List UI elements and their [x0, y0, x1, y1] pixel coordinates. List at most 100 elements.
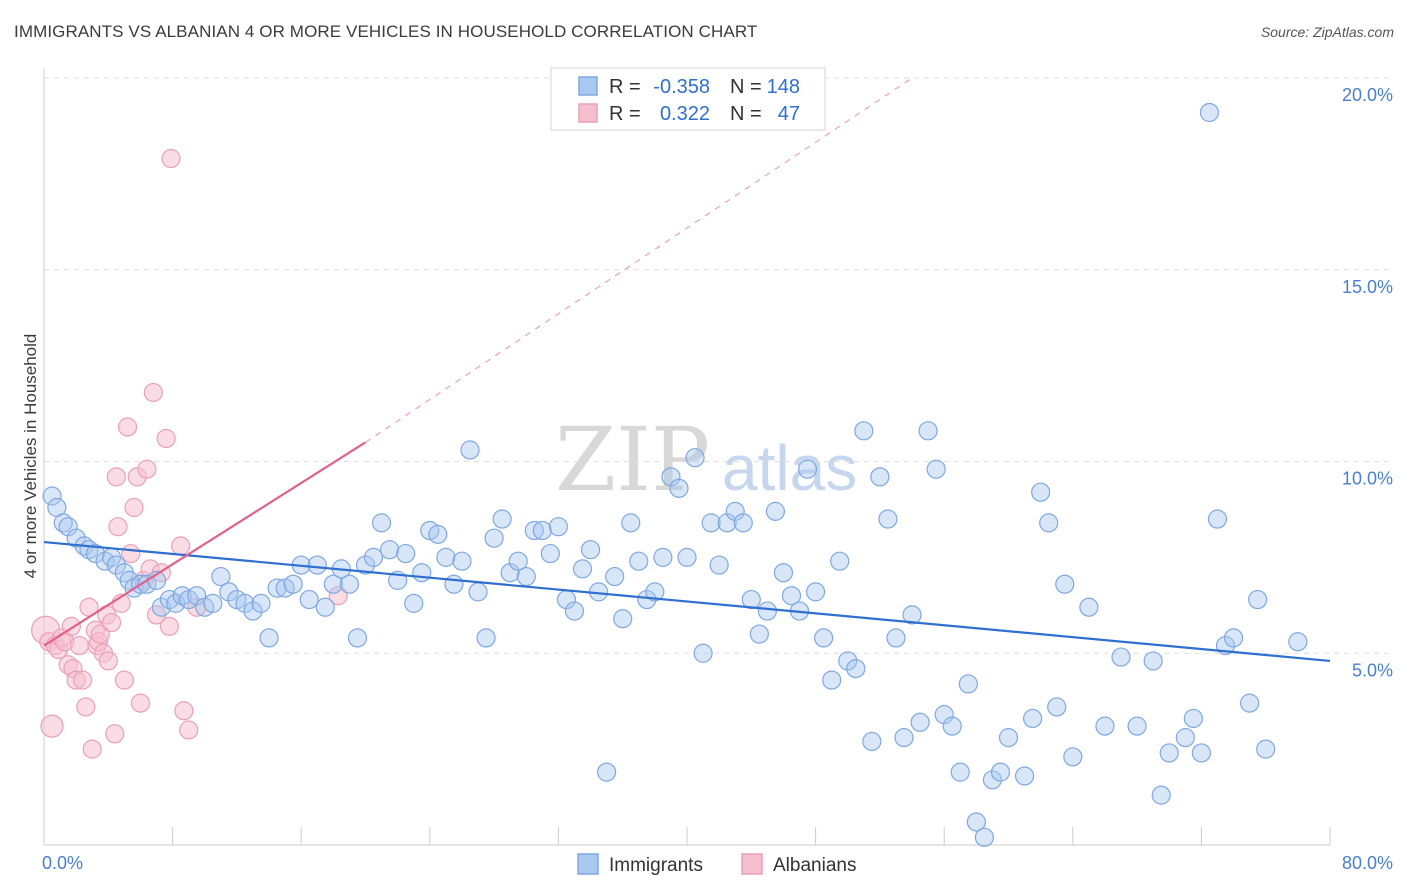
immigrants-point — [701, 513, 721, 533]
immigrants-point — [524, 520, 544, 541]
immigrants-point — [235, 593, 255, 613]
immigrants-point — [1151, 785, 1171, 805]
immigrants-point — [363, 547, 384, 567]
immigrants-point — [540, 543, 560, 564]
immigrants-point — [797, 459, 818, 479]
albanians-point — [124, 497, 144, 518]
legend-swatch-albanians — [578, 103, 598, 123]
watermark-atlas: atlas — [722, 432, 857, 504]
immigrants-point — [1095, 716, 1115, 736]
immigrants-point — [1256, 739, 1276, 759]
immigrants-point — [452, 551, 472, 571]
immigrants-point — [444, 574, 464, 594]
immigrants-point — [1055, 574, 1075, 594]
immigrants-points — [42, 102, 1308, 847]
immigrants-point — [846, 658, 866, 679]
immigrants-point — [781, 586, 802, 606]
immigrants-point — [749, 624, 769, 644]
immigrants-point — [677, 547, 697, 567]
albanians-trend-extension — [365, 77, 913, 443]
albanians-point — [187, 597, 207, 617]
albanians-point — [114, 670, 134, 690]
immigrants-point — [516, 566, 536, 587]
immigrants-point — [347, 628, 368, 648]
immigrants-point — [151, 597, 171, 617]
immigrants-point — [1248, 589, 1268, 610]
x-tick-label-max: 80.0% — [1342, 853, 1393, 873]
immigrants-point — [283, 574, 303, 594]
immigrants-point — [974, 827, 994, 847]
y-tick-label: 15.0% — [1342, 277, 1393, 297]
immigrants-point — [203, 593, 223, 613]
chart-title: IMMIGRANTS VS ALBANIAN 4 OR MORE VEHICLE… — [14, 22, 758, 41]
y-tick-label: 10.0% — [1342, 469, 1393, 489]
immigrants-point — [1047, 697, 1067, 717]
albanians-point — [106, 467, 126, 487]
albanians-point — [90, 624, 110, 644]
immigrants-point — [492, 509, 512, 529]
immigrants-point — [926, 459, 946, 479]
immigrants-point — [251, 593, 271, 613]
immigrants-point — [1199, 102, 1220, 123]
albanians-point — [72, 670, 93, 690]
immigrants-point — [267, 578, 287, 598]
immigrants-point — [741, 589, 761, 610]
immigrants-point — [58, 517, 78, 537]
albanians-point — [82, 739, 102, 759]
immigrants-point — [757, 601, 777, 621]
immigrants-point — [709, 555, 729, 575]
albanians-point — [101, 612, 122, 633]
immigrants-point — [894, 728, 914, 748]
immigrants-point — [532, 520, 552, 541]
legend-n-value-albanians: 47 — [778, 103, 800, 125]
correlation-legend: R = -0.358 N = 148 R = 0.322 N = 47 — [550, 67, 826, 131]
immigrants-point — [838, 651, 858, 671]
immigrants-point — [339, 574, 360, 594]
immigrants-point — [886, 628, 906, 648]
immigrants-point — [982, 770, 1003, 790]
immigrants-point — [323, 574, 343, 594]
immigrants-point — [355, 555, 376, 575]
trend-lines — [43, 77, 1331, 663]
albanians-point — [121, 543, 141, 564]
immigrants-point — [380, 540, 400, 560]
immigrants-point — [725, 501, 745, 521]
immigrants-point — [830, 551, 850, 571]
immigrants-point — [428, 524, 448, 544]
immigrants-point — [1031, 482, 1051, 502]
albanians-point — [328, 586, 348, 606]
immigrants-point — [1191, 743, 1212, 763]
albanians-point — [130, 693, 151, 713]
immigrants-point — [187, 586, 207, 606]
legend-swatch-immigrants — [578, 76, 598, 96]
legend-n-value-immigrants: 148 — [767, 76, 800, 98]
immigrants-point — [1175, 728, 1195, 748]
y-tick-label: 20.0% — [1342, 85, 1393, 105]
immigrants-point — [299, 589, 319, 610]
immigrants-point — [685, 448, 705, 468]
immigrants-point — [1159, 743, 1179, 763]
immigrants-point — [85, 543, 106, 564]
immigrants-point — [106, 555, 126, 575]
albanians-point — [105, 724, 125, 744]
immigrants-point — [564, 601, 585, 621]
legend-r-label-albanians: R = — [609, 103, 641, 125]
immigrants-point — [371, 513, 392, 533]
y-axis-label: 4 or more Vehicles in Household — [21, 334, 40, 579]
immigrants-point — [773, 563, 794, 583]
immigrants-point — [822, 670, 842, 690]
immigrants-point — [580, 540, 601, 560]
immigrants-point — [1183, 708, 1203, 729]
albanians-point — [156, 428, 176, 449]
immigrants-point — [42, 486, 62, 506]
immigrants-point — [717, 513, 737, 533]
bottom-legend-albanians: Albanians — [773, 855, 856, 876]
immigrants-point — [1240, 693, 1260, 713]
immigrants-point — [500, 563, 520, 583]
immigrants-point — [1023, 708, 1043, 729]
immigrants-point — [219, 582, 239, 602]
immigrants-point — [1063, 747, 1083, 767]
immigrants-point — [508, 551, 528, 571]
legend-r-value-albanians: 0.322 — [660, 103, 710, 125]
immigrants-point — [958, 674, 978, 694]
